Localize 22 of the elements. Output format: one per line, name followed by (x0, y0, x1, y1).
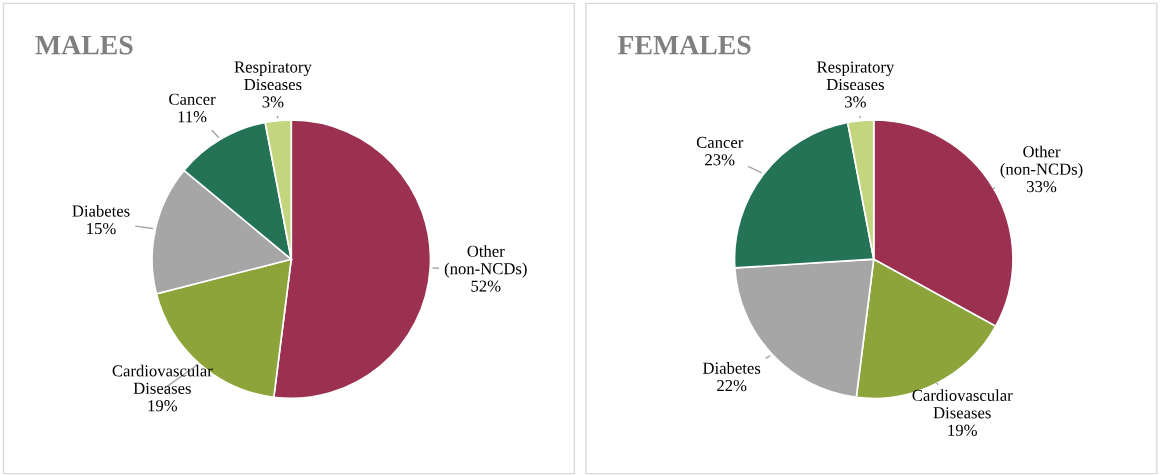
slice-label: Other (non-NCDs) (444, 245, 527, 278)
slice-label: Respiratory Diseases (234, 61, 312, 91)
data-label: 3% (845, 96, 866, 108)
data-label: 19% (948, 424, 977, 436)
slice-label: Diabetes (702, 362, 761, 374)
slice-label: Cancer (169, 93, 216, 105)
data-label: 22% (717, 379, 747, 392)
slice-label: Cardiovascular Diseases (912, 389, 1013, 419)
slice-label: Other (non-NCDs) (1000, 145, 1083, 179)
data-label: 52% (471, 280, 501, 292)
chart-title: MALES (35, 35, 133, 55)
slice-label: Diabetes (72, 204, 130, 217)
slice-label: Respiratory Diseases (817, 61, 895, 91)
data-label: 33% (1027, 180, 1057, 193)
data-label: 3% (262, 96, 284, 108)
data-label: 11% (178, 111, 207, 123)
data-label: 23% (705, 154, 735, 166)
slice-label: Cardiovascular Diseases (112, 364, 213, 394)
data-label: 15% (87, 222, 116, 235)
data-label: 19% (148, 400, 178, 412)
slice-label: Cancer (696, 136, 744, 148)
chart-title: FEMALES (617, 35, 751, 55)
